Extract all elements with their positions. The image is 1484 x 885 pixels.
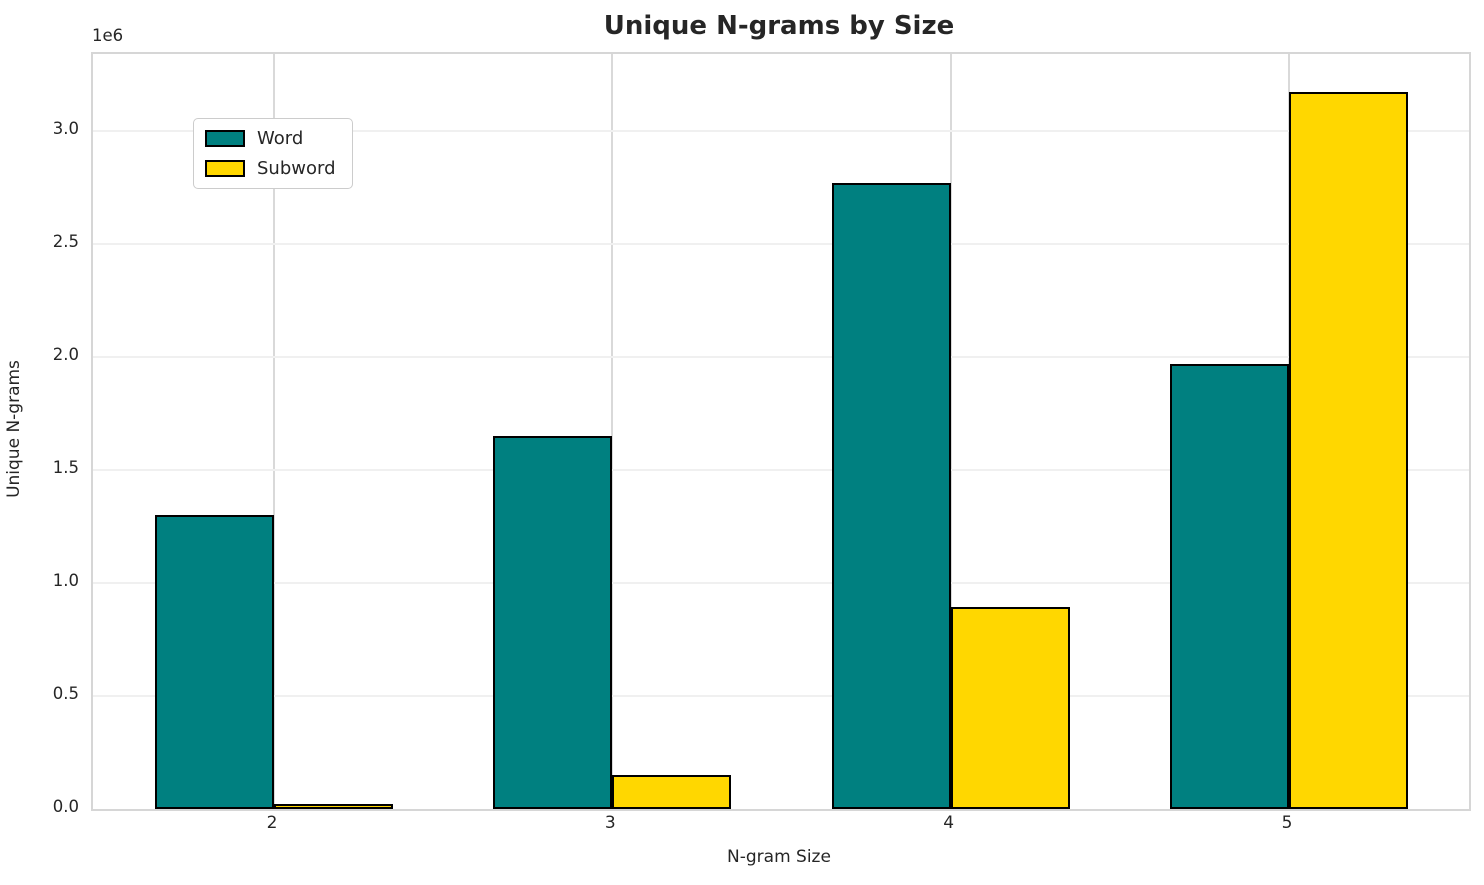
x-tick-label-5: 5 xyxy=(1281,813,1293,833)
x-axis-label: N-gram Size xyxy=(727,847,831,867)
bar-word-2 xyxy=(155,515,274,809)
x-tick-label-2: 2 xyxy=(266,813,278,833)
y-tick-label-2.0: 2.0 xyxy=(52,344,79,364)
legend-label-word: Word xyxy=(257,128,304,149)
y-tick-label-2.5: 2.5 xyxy=(52,231,79,251)
y-tick-label-0.0: 0.0 xyxy=(52,797,79,816)
y-tick-label-3.0: 3.0 xyxy=(52,118,79,138)
horizontal-gridline-1.0 xyxy=(93,581,1469,584)
horizontal-gridline-2.0 xyxy=(93,355,1469,358)
bar-subword-2 xyxy=(274,804,393,809)
horizontal-gridline-2.5 xyxy=(93,242,1469,245)
bar-word-4 xyxy=(831,182,951,809)
bar-subword-4 xyxy=(950,606,1070,809)
vertical-gridline-3 xyxy=(611,54,614,809)
vertical-gridline-4 xyxy=(949,54,952,809)
x-tick-label-4: 4 xyxy=(943,813,955,833)
bar-subword-5 xyxy=(1288,92,1408,809)
legend-item-subword: Subword xyxy=(205,158,336,179)
y-tick-label-0.5: 0.5 xyxy=(52,683,79,703)
legend-swatch-word xyxy=(205,130,245,147)
legend-swatch-subword xyxy=(205,160,245,177)
horizontal-gridline-1.5 xyxy=(93,468,1469,471)
vertical-gridline-2 xyxy=(273,54,275,809)
y-axis-scale-offset-label: 1e6 xyxy=(92,26,124,45)
legend-item-word: Word xyxy=(205,128,336,149)
y-tick-label-1.0: 1.0 xyxy=(52,570,79,590)
x-tick-label-3: 3 xyxy=(604,813,616,833)
bar-word-3 xyxy=(493,436,613,809)
plot-area: Word Subword xyxy=(91,52,1471,811)
legend: Word Subword xyxy=(193,118,353,189)
bar-word-5 xyxy=(1169,363,1289,809)
chart-title: Unique N-grams by Size xyxy=(603,11,955,41)
legend-label-subword: Subword xyxy=(257,158,336,179)
horizontal-gridline-3.0 xyxy=(93,129,1469,132)
horizontal-gridline-0.5 xyxy=(93,694,1469,697)
bar-subword-3 xyxy=(612,775,732,809)
y-tick-label-1.5: 1.5 xyxy=(52,457,79,477)
